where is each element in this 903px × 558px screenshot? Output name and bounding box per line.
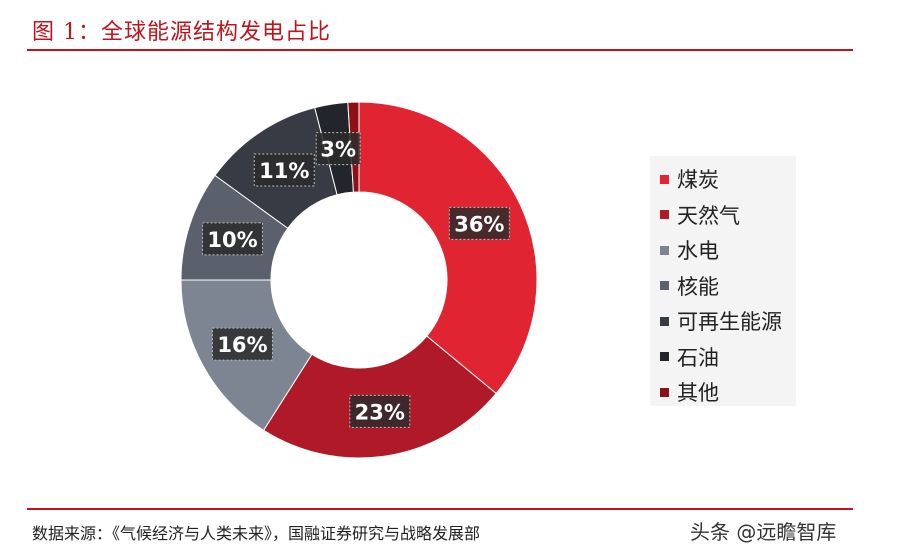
legend-label: 其他 (677, 381, 719, 405)
legend-item-4: 可再生能源 (660, 306, 782, 336)
legend-swatch (660, 387, 669, 397)
donut-labels: 36% 23% 16% 10% 11% 3% (202, 132, 510, 428)
legend-label: 可再生能源 (677, 310, 782, 334)
data-source-note: 数据来源：《气候经济与人类未来》，国融证券研究与战略发展部 (32, 524, 481, 543)
chart-legend: 煤炭天然气水电核能可再生能源石油其他 (650, 156, 796, 406)
legend-item-0: 煤炭 (660, 164, 719, 194)
data-label-0: 36% (448, 206, 510, 240)
legend-swatch (660, 281, 669, 290)
legend-label: 核能 (677, 274, 719, 299)
legend-swatch (660, 352, 669, 361)
data-label-4: 11% (253, 153, 315, 187)
data-label-text-2: 16% (217, 333, 267, 357)
legend-swatch (660, 174, 669, 184)
legend-item-3: 核能 (660, 271, 719, 301)
data-label-text-1: 23% (355, 400, 405, 424)
data-label-text-4: 11% (259, 159, 309, 183)
data-label-2: 16% (211, 327, 273, 361)
title-divider (27, 49, 853, 51)
legend-label: 煤炭 (677, 168, 719, 192)
legend-item-2: 水电 (660, 235, 719, 265)
data-label-text-3: 10% (207, 228, 257, 252)
legend-item-5: 石油 (660, 342, 719, 372)
legend-item-6: 其他 (660, 377, 719, 407)
legend-label: 天然气 (677, 203, 740, 228)
data-label-5: 3% (315, 132, 361, 166)
legend-label: 石油 (677, 345, 719, 370)
legend-swatch (660, 210, 669, 219)
legend-label: 水电 (677, 239, 719, 263)
slice-0 (358, 101, 538, 395)
legend-swatch (660, 245, 669, 255)
data-label-text-0: 36% (454, 212, 504, 236)
data-label-1: 23% (349, 394, 411, 428)
data-label-3: 10% (202, 222, 264, 256)
legend-item-1: 天然气 (660, 200, 740, 230)
watermark-text: 头条 @远瞻智库 (690, 520, 837, 544)
data-label-text-5: 3% (320, 138, 356, 162)
figure-title: 图 1：全球能源结构发电占比 (32, 20, 331, 45)
legend-swatch (660, 316, 669, 326)
footer-divider (27, 508, 853, 510)
